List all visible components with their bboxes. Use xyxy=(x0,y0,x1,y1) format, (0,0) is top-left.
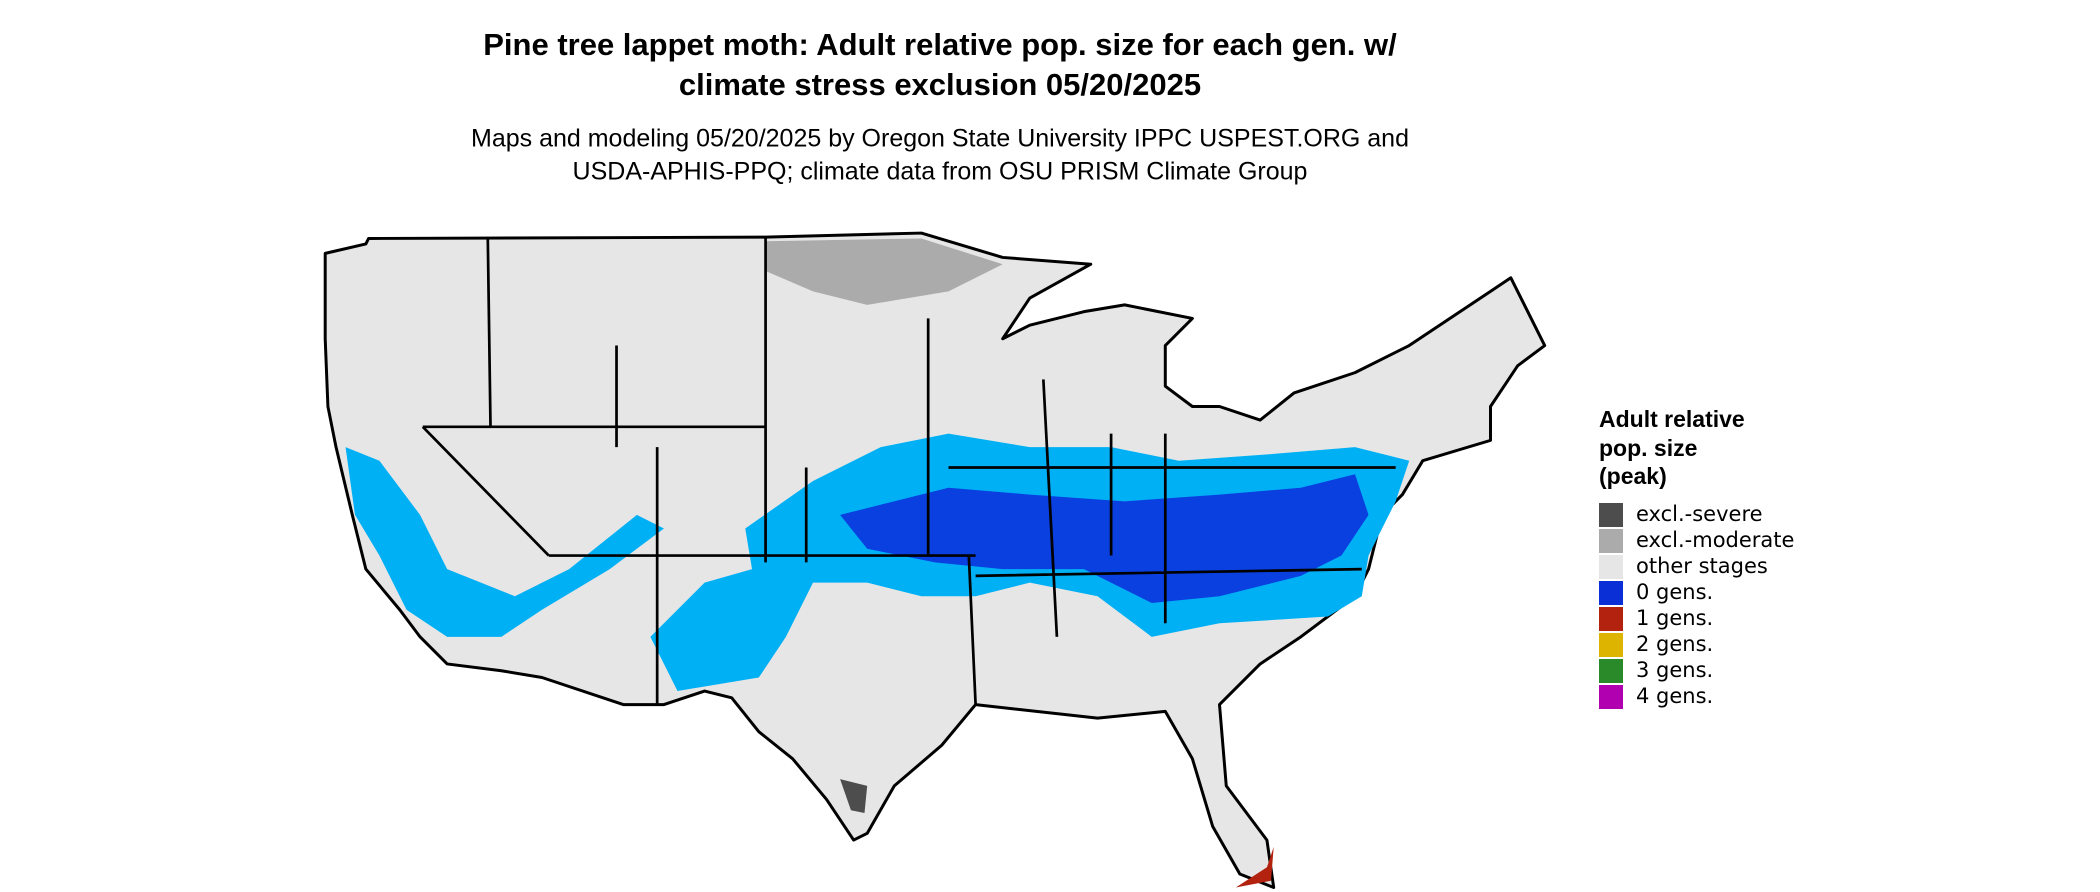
legend-swatch xyxy=(1599,529,1623,553)
legend-swatch xyxy=(1599,503,1623,527)
legend-swatch xyxy=(1599,581,1623,605)
title-line: climate stress exclusion 05/20/2025 xyxy=(679,67,1201,102)
severe-exclusion-area xyxy=(840,779,868,813)
legend-label: 2 gens. xyxy=(1636,632,1713,656)
legend: Adult relative pop. size (peak) excl.-se… xyxy=(1599,406,1794,709)
moderate-exclusion-area xyxy=(765,238,1003,305)
legend-swatch xyxy=(1599,607,1623,631)
red-area xyxy=(1235,846,1274,888)
legend-title-line: Adult relative xyxy=(1599,406,1745,432)
legend-swatch xyxy=(1599,633,1623,657)
legend-swatch xyxy=(1599,659,1623,683)
legend-label: excl.-moderate xyxy=(1636,528,1794,552)
map xyxy=(323,231,1547,890)
legend-label: 4 gens. xyxy=(1636,684,1713,708)
legend-swatch xyxy=(1599,685,1623,709)
state-borders xyxy=(421,237,1396,705)
state-border xyxy=(421,237,1396,705)
legend-title-line: (peak) xyxy=(1599,463,1667,489)
legend-swatch xyxy=(1599,555,1623,579)
legend-label: excl.-severe xyxy=(1636,502,1763,526)
legend-title-line: pop. size xyxy=(1599,435,1697,461)
legend-label: other stages xyxy=(1636,554,1768,578)
legend-label: 3 gens. xyxy=(1636,658,1713,682)
title-line: Pine tree lappet moth: Adult relative po… xyxy=(483,27,1397,62)
legend-label: 1 gens. xyxy=(1636,606,1713,630)
subtitle-line: Maps and modeling 05/20/2025 by Oregon S… xyxy=(471,125,1409,153)
subtitle-line: USDA-APHIS-PPQ; climate data from OSU PR… xyxy=(573,158,1308,186)
legend-label: 0 gens. xyxy=(1636,580,1713,604)
light-blue-area xyxy=(345,447,664,637)
